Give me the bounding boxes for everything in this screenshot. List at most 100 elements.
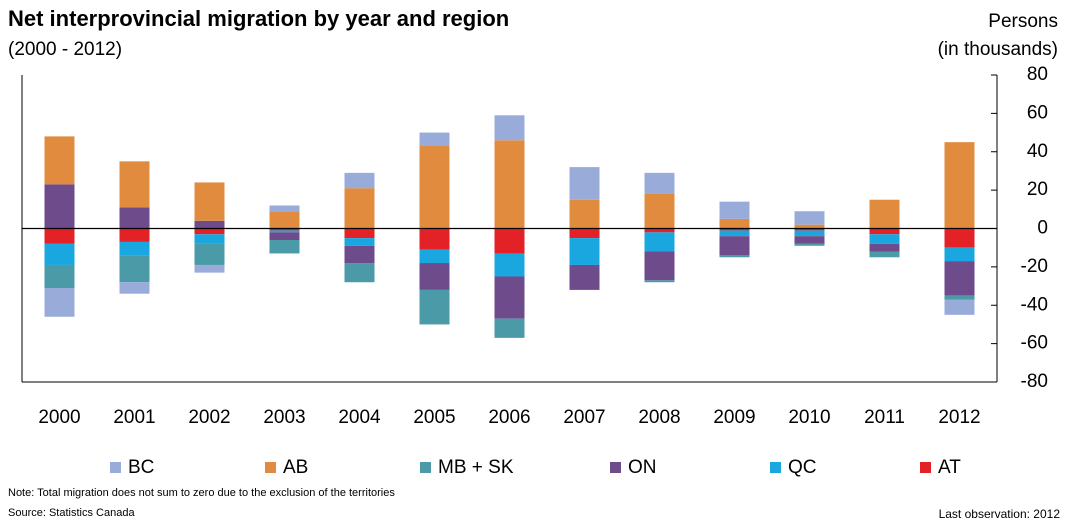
bar-segment	[194, 220, 225, 229]
bar-segment	[194, 234, 225, 244]
bar-segment	[569, 167, 600, 200]
bar-segment	[869, 243, 900, 252]
y-tick-label: 40	[1027, 141, 1048, 162]
bar-segment	[344, 263, 375, 283]
bar-segment	[494, 140, 525, 229]
bar-segment	[944, 142, 975, 229]
bar-segment	[944, 299, 975, 315]
bar-segment	[269, 230, 300, 233]
x-tick-label: 2006	[488, 407, 530, 428]
bar-segment	[194, 243, 225, 265]
bar-segment	[194, 182, 225, 221]
bar-segment	[569, 228, 600, 239]
bar-segment	[419, 249, 450, 264]
bar-segment	[44, 287, 75, 317]
bar-segment	[344, 245, 375, 264]
bar-segment	[44, 264, 75, 288]
y-tick-label: -20	[1021, 256, 1048, 277]
bar-segment	[944, 295, 975, 300]
legend-label: AT	[938, 457, 961, 478]
bar-segment	[644, 232, 675, 252]
legend-label: AB	[283, 457, 308, 478]
legend-label: QC	[788, 457, 817, 478]
bar-segment	[194, 228, 225, 235]
bar-segment	[344, 188, 375, 229]
y-tick-label: -80	[1021, 371, 1048, 392]
y-tick-label: 0	[1037, 218, 1048, 239]
chart-title: Net interprovincial migration by year an…	[8, 6, 509, 31]
bar-segment	[644, 280, 675, 283]
legend-swatch	[920, 462, 931, 473]
bar-segment	[944, 261, 975, 296]
bar-segment	[794, 211, 825, 225]
bar-segment	[119, 228, 150, 242]
y-axis-label: (in thousands)	[938, 39, 1058, 60]
legend-swatch	[265, 462, 276, 473]
bar-segment	[719, 201, 750, 219]
bar-segment	[494, 253, 525, 277]
bar-segment	[794, 224, 825, 229]
source: Source: Statistics Canada	[8, 507, 135, 519]
bar-segment	[644, 251, 675, 281]
bar-segment	[344, 238, 375, 246]
x-tick-label: 2005	[413, 407, 455, 428]
x-tick-label: 2012	[938, 407, 980, 428]
bar-segment	[569, 264, 600, 290]
y-tick-label: 80	[1027, 64, 1048, 85]
legend-swatch	[420, 462, 431, 473]
bar-segment	[794, 228, 825, 231]
bar-segment	[419, 228, 450, 250]
bar-segment	[569, 238, 600, 265]
bar-segment	[119, 241, 150, 256]
x-tick-label: 2008	[638, 407, 680, 428]
bar-segment	[869, 199, 900, 229]
x-tick-label: 2010	[788, 407, 830, 428]
last-observation: Last observation: 2012	[939, 507, 1061, 521]
bar-segment	[119, 282, 150, 294]
bar-segment	[869, 234, 900, 244]
bar-segment	[419, 132, 450, 146]
bar-segment	[719, 236, 750, 256]
x-tick-label: 2011	[864, 407, 905, 428]
bar-segment	[419, 263, 450, 290]
x-tick-label: 2009	[713, 407, 755, 428]
bar-segment	[794, 236, 825, 244]
bar-segment	[869, 251, 900, 258]
bar-segment	[794, 230, 825, 237]
bar-segment	[44, 243, 75, 265]
y-tick-label: -60	[1021, 333, 1048, 354]
bar-segment	[344, 172, 375, 189]
y-tick-label: -40	[1021, 294, 1048, 315]
bar-segment	[719, 230, 750, 237]
bar-segment	[719, 228, 750, 231]
bar-segment	[119, 255, 150, 283]
note: Note: Total migration does not sum to ze…	[8, 487, 395, 499]
chart-subtitle: (2000 - 2012)	[8, 39, 122, 60]
legend-swatch	[110, 462, 121, 473]
bar-segment	[944, 247, 975, 262]
bar-segment	[644, 193, 675, 229]
bar-segment	[494, 228, 525, 254]
x-tick-label: 2004	[338, 407, 381, 428]
bar-segment	[869, 228, 900, 235]
bar-segment	[569, 199, 600, 229]
bar-segment	[44, 136, 75, 185]
bar-segment	[269, 228, 300, 231]
bar-segment	[44, 228, 75, 244]
bar-segment	[194, 264, 225, 273]
y-axis-label: Persons	[988, 11, 1058, 32]
x-tick-label: 2002	[188, 407, 230, 428]
legend-label: MB + SK	[438, 457, 514, 478]
bar-segment	[44, 184, 75, 229]
x-tick-label: 2001	[113, 407, 155, 428]
bar-segment	[794, 243, 825, 246]
bar-segment	[419, 289, 450, 325]
y-tick-label: 20	[1027, 179, 1048, 200]
legend-swatch	[770, 462, 781, 473]
bar-segment	[644, 172, 675, 194]
bar-segment	[119, 207, 150, 229]
bar-segment	[419, 145, 450, 229]
bar-segment	[344, 228, 375, 239]
legend-label: BC	[128, 457, 154, 478]
